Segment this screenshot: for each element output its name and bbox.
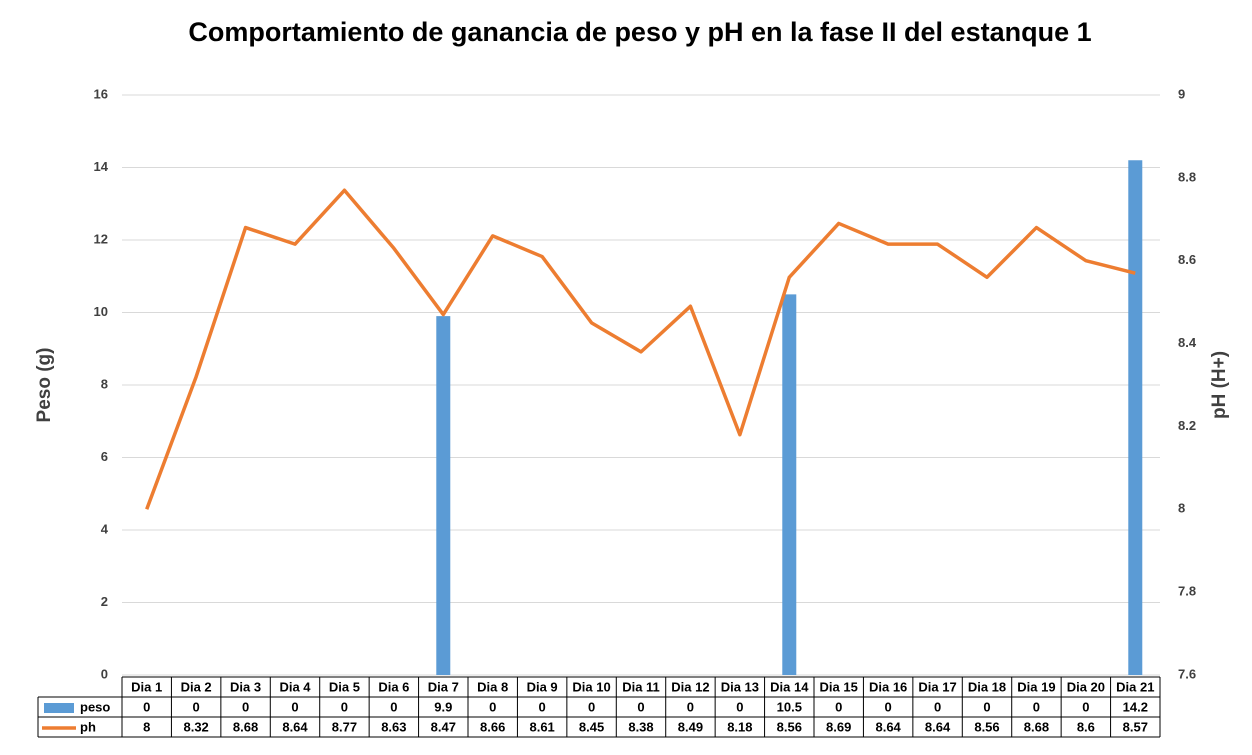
y-tick-label: 14 [94, 159, 109, 174]
chart-title: Comportamiento de ganancia de peso y pH … [188, 17, 1091, 47]
table-value: 8.56 [777, 719, 802, 734]
table-value: 8.45 [579, 719, 604, 734]
bar [1128, 160, 1143, 675]
x-tick-label: Dia 19 [1017, 679, 1055, 694]
y-tick-label: 8 [101, 376, 108, 391]
y2-tick-label: 7.8 [1178, 584, 1196, 599]
y2-tick-label: 8.6 [1178, 252, 1196, 267]
x-tick-label: Dia 18 [968, 679, 1006, 694]
legend-label: ph [80, 719, 96, 734]
table-value: 10.5 [777, 699, 802, 714]
legend-label: peso [80, 699, 110, 714]
y2-tick-label: 8.2 [1178, 418, 1196, 433]
x-tick-label: Dia 7 [428, 679, 459, 694]
table-value: 0 [637, 699, 644, 714]
x-tick-label: Dia 15 [820, 679, 858, 694]
y2-tick-label: 7.6 [1178, 666, 1196, 681]
table-value: 8.68 [233, 719, 258, 734]
y-tick-label: 12 [94, 231, 108, 246]
table-value: 8.47 [431, 719, 456, 734]
x-tick-label: Dia 5 [329, 679, 360, 694]
table-value: 0 [291, 699, 298, 714]
table-value: 8.6 [1077, 719, 1095, 734]
y-tick-label: 2 [101, 594, 108, 609]
x-tick-label: Dia 16 [869, 679, 907, 694]
table-value: 8.38 [628, 719, 653, 734]
x-tick-label: Dia 13 [721, 679, 759, 694]
table-value: 8 [143, 719, 150, 734]
table-value: 8.77 [332, 719, 357, 734]
table-value: 8.64 [925, 719, 951, 734]
y-axis-label: Peso (g) [34, 348, 55, 423]
y2-tick-label: 8.4 [1178, 335, 1197, 350]
y2-tick-label: 9 [1178, 86, 1185, 101]
x-tick-label: Dia 12 [671, 679, 709, 694]
x-tick-label: Dia 8 [477, 679, 508, 694]
table-value: 0 [341, 699, 348, 714]
table-value: 14.2 [1123, 699, 1148, 714]
table-value: 8.63 [381, 719, 406, 734]
x-tick-label: Dia 11 [622, 679, 660, 694]
x-tick-label: Dia 2 [181, 679, 212, 694]
table-value: 0 [1033, 699, 1040, 714]
y2-tick-label: 8.8 [1178, 169, 1196, 184]
table-value: 8.66 [480, 719, 505, 734]
table-value: 0 [835, 699, 842, 714]
table-value: 0 [242, 699, 249, 714]
y-tick-label: 10 [94, 304, 108, 319]
table-value: 0 [489, 699, 496, 714]
x-tick-label: Dia 3 [230, 679, 261, 694]
table-value: 0 [588, 699, 595, 714]
table-value: 0 [539, 699, 546, 714]
table-value: 0 [390, 699, 397, 714]
table-value: 0 [934, 699, 941, 714]
x-tick-label: Dia 21 [1116, 679, 1154, 694]
y2-tick-label: 8 [1178, 501, 1185, 516]
y2-axis-label: pH (H+) [1209, 351, 1230, 419]
table-value: 0 [736, 699, 743, 714]
table-value: 8.32 [183, 719, 208, 734]
table-value: 8.49 [678, 719, 703, 734]
table-value: 8.61 [529, 719, 554, 734]
table-value: 0 [193, 699, 200, 714]
x-tick-label: Dia 6 [378, 679, 409, 694]
bar [782, 294, 797, 675]
table-value: 8.56 [974, 719, 999, 734]
table-value: 0 [1082, 699, 1089, 714]
legend-swatch [44, 703, 74, 713]
table-value: 8.64 [875, 719, 901, 734]
x-tick-label: Dia 17 [918, 679, 956, 694]
table-value: 8.64 [282, 719, 308, 734]
table-value: 8.69 [826, 719, 851, 734]
table-value: 0 [983, 699, 990, 714]
table-value: 8.68 [1024, 719, 1049, 734]
table-value: 9.9 [434, 699, 452, 714]
y-tick-label: 4 [101, 521, 109, 536]
table-value: 0 [143, 699, 150, 714]
table-value: 0 [687, 699, 694, 714]
line [145, 188, 1136, 510]
x-tick-label: Dia 20 [1067, 679, 1105, 694]
x-tick-label: Dia 14 [770, 679, 809, 694]
x-tick-label: Dia 9 [527, 679, 558, 694]
table-value: 0 [885, 699, 892, 714]
x-tick-label: Dia 1 [131, 679, 162, 694]
table-value: 8.18 [727, 719, 752, 734]
y-tick-label: 0 [101, 666, 108, 681]
table-value: 8.57 [1123, 719, 1148, 734]
y-tick-label: 16 [94, 86, 108, 101]
x-tick-label: Dia 10 [572, 679, 610, 694]
x-tick-label: Dia 4 [279, 679, 311, 694]
bar [436, 316, 451, 675]
y-tick-label: 6 [101, 449, 108, 464]
